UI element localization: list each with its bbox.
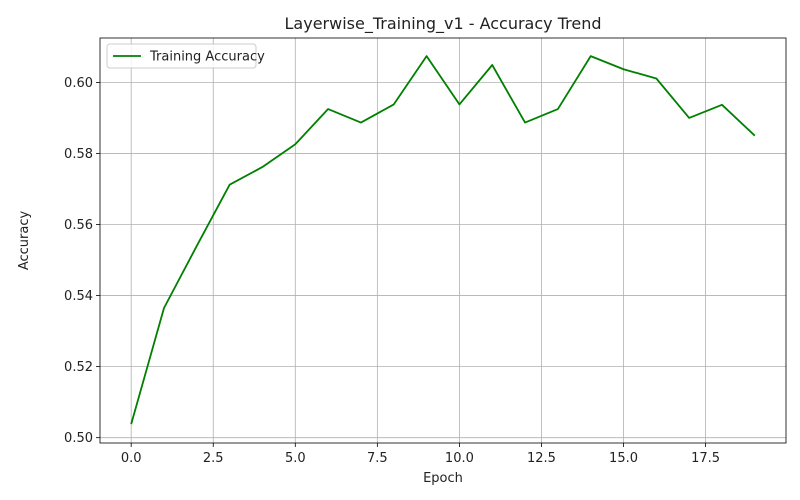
y-axis-title: Accuracy bbox=[17, 211, 32, 271]
y-axis-ticks: 0.50 0.52 0.54 0.56 0.58 0.60 bbox=[64, 76, 100, 446]
plot-frame bbox=[99, 37, 787, 444]
x-tick-label: 7.5 bbox=[367, 451, 388, 466]
y-tick-label: 0.60 bbox=[64, 76, 93, 91]
x-tick-label: 17.5 bbox=[691, 451, 720, 466]
legend-box bbox=[106, 43, 257, 69]
series-line-training-accuracy bbox=[130, 55, 756, 425]
y-tick-label: 0.50 bbox=[64, 431, 93, 446]
x-axis-ticks: 0.0 2.5 5.0 7.5 10.0 12.5 15.0 17.5 bbox=[121, 443, 720, 466]
x-tick-label: 10.0 bbox=[445, 451, 474, 466]
chart-title: Layerwise_Training_v1 - Accuracy Trend bbox=[285, 14, 602, 34]
y-tick-label: 0.52 bbox=[64, 360, 93, 375]
x-axis-title: Epoch bbox=[423, 471, 463, 486]
legend: Training Accuracy bbox=[106, 43, 265, 69]
y-tick-label: 0.56 bbox=[64, 218, 93, 233]
series-lines bbox=[130, 55, 756, 425]
x-tick-label: 0.0 bbox=[121, 451, 142, 466]
x-tick-label: 2.5 bbox=[203, 451, 224, 466]
x-tick-label: 5.0 bbox=[285, 451, 306, 466]
x-tick-label: 12.5 bbox=[527, 451, 556, 466]
legend-label: Training Accuracy bbox=[149, 50, 265, 65]
y-tick-label: 0.58 bbox=[64, 147, 93, 162]
grid-lines bbox=[100, 38, 786, 443]
x-tick-label: 15.0 bbox=[609, 451, 638, 466]
y-tick-label: 0.54 bbox=[64, 289, 93, 304]
